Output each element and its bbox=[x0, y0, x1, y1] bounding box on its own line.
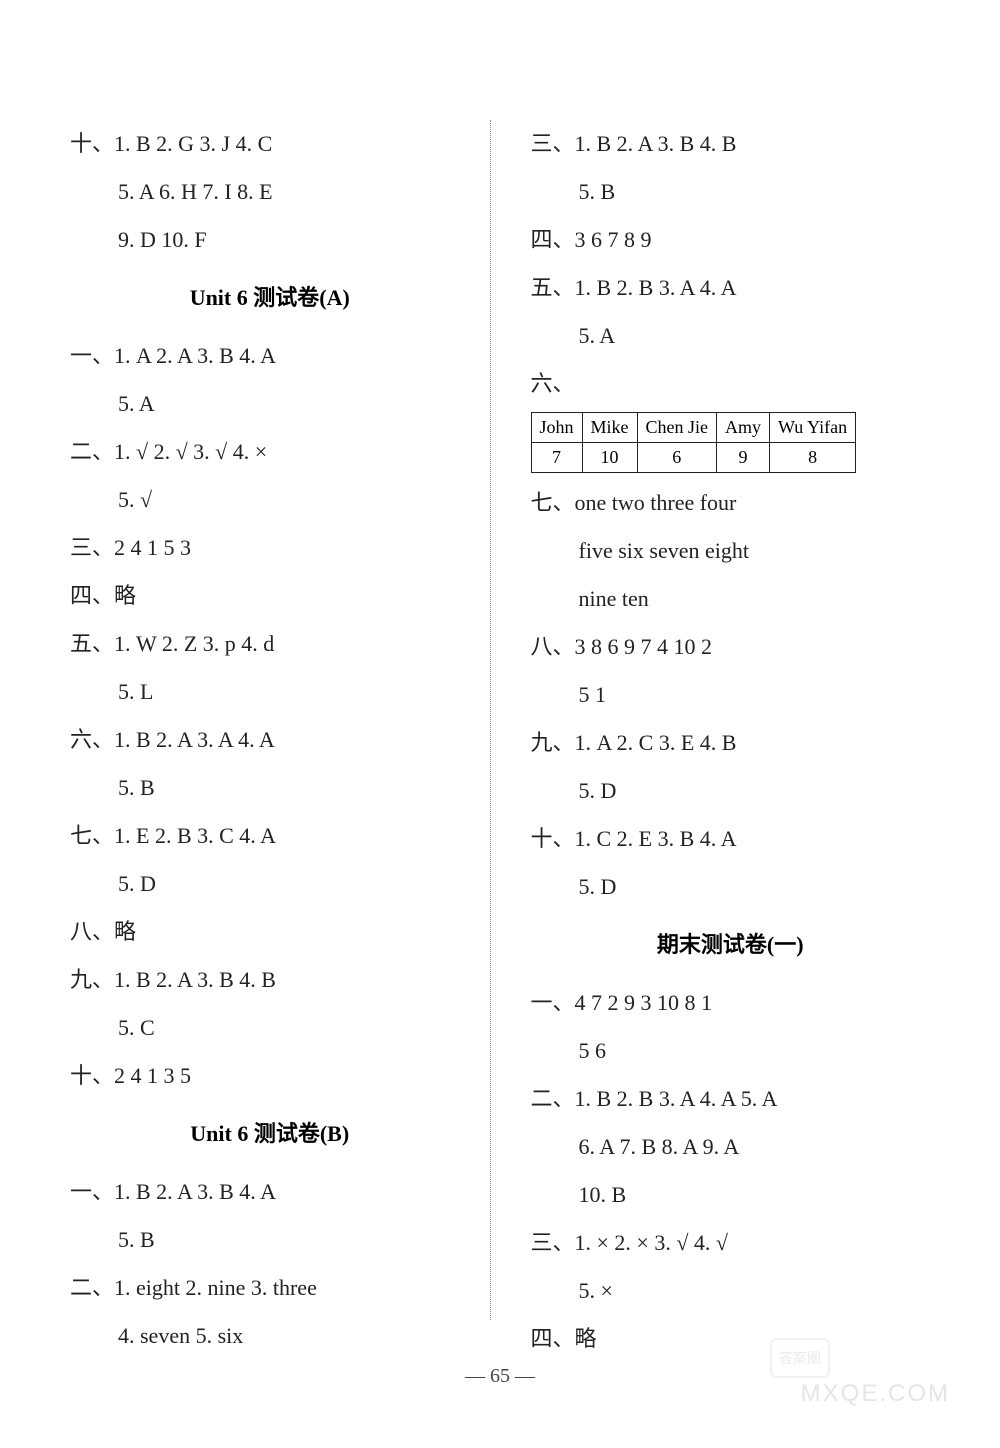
answer-line: 九、1. A 2. C 3. E 4. B bbox=[531, 719, 931, 767]
answer-line: 五、1. W 2. Z 3. p 4. d bbox=[70, 620, 470, 668]
right-block-2: 七、one two three fourfive six seven eight… bbox=[531, 479, 931, 911]
answer-line: 5. A bbox=[531, 312, 931, 360]
table-value-row: 7 10 6 9 8 bbox=[531, 443, 856, 473]
answer-line: 5. D bbox=[531, 863, 931, 911]
answer-line: 5. A 6. H 7. I 8. E bbox=[70, 168, 470, 216]
answer-line: 四、3 6 7 8 9 bbox=[531, 216, 931, 264]
answer-line: 八、略 bbox=[70, 908, 470, 956]
top-block-left: 十、1. B 2. G 3. J 4. C5. A 6. H 7. I 8. E… bbox=[70, 120, 470, 264]
answer-line: 四、略 bbox=[531, 1315, 931, 1363]
unit6-b-title: Unit 6 测试卷(B) bbox=[70, 1110, 470, 1158]
table-header-cell: Mike bbox=[582, 413, 637, 443]
answer-line: 5. B bbox=[70, 1216, 470, 1264]
answer-line: 一、1. A 2. A 3. B 4. A bbox=[70, 332, 470, 380]
right-block-1: 三、1. B 2. A 3. B 4. B5. B四、3 6 7 8 9五、1.… bbox=[531, 120, 931, 408]
answer-line: 9. D 10. F bbox=[70, 216, 470, 264]
answer-line: 5 6 bbox=[531, 1027, 931, 1075]
answer-line: 三、2 4 1 5 3 bbox=[70, 524, 470, 572]
table-header-cell: Chen Jie bbox=[637, 413, 717, 443]
watermark-badge: 答案圈 bbox=[770, 1338, 830, 1378]
answer-line: 5. × bbox=[531, 1267, 931, 1315]
table-value-cell: 10 bbox=[582, 443, 637, 473]
answer-line: 十、2 4 1 3 5 bbox=[70, 1052, 470, 1100]
left-column: 十、1. B 2. G 3. J 4. C5. A 6. H 7. I 8. E… bbox=[70, 120, 491, 1320]
answer-line: 5. C bbox=[70, 1004, 470, 1052]
answer-line: 九、1. B 2. A 3. B 4. B bbox=[70, 956, 470, 1004]
answer-line: 5 1 bbox=[531, 671, 931, 719]
table-value-cell: 7 bbox=[531, 443, 582, 473]
watermark-text: MXQE.COM bbox=[801, 1380, 950, 1408]
unit6-b-body: 一、1. B 2. A 3. B 4. A5. B二、1. eight 2. n… bbox=[70, 1168, 470, 1360]
answer-line: 二、1. √ 2. √ 3. √ 4. × bbox=[70, 428, 470, 476]
answer-line: 四、略 bbox=[70, 572, 470, 620]
two-column-layout: 十、1. B 2. G 3. J 4. C5. A 6. H 7. I 8. E… bbox=[70, 120, 930, 1320]
table-value-cell: 6 bbox=[637, 443, 717, 473]
answer-line: 一、1. B 2. A 3. B 4. A bbox=[70, 1168, 470, 1216]
answer-line: 十、1. B 2. G 3. J 4. C bbox=[70, 120, 470, 168]
table-header-cell: Amy bbox=[717, 413, 770, 443]
answer-line: 六、1. B 2. A 3. A 4. A bbox=[70, 716, 470, 764]
answer-line: 5. √ bbox=[70, 476, 470, 524]
answer-line: 5. B bbox=[531, 168, 931, 216]
table-value-cell: 8 bbox=[770, 443, 856, 473]
answer-line: 一、4 7 2 9 3 10 8 1 bbox=[531, 979, 931, 1027]
answer-line: 七、1. E 2. B 3. C 4. A bbox=[70, 812, 470, 860]
answer-line: 五、1. B 2. B 3. A 4. A bbox=[531, 264, 931, 312]
answer-line: 5. B bbox=[70, 764, 470, 812]
table-header-row: John Mike Chen Jie Amy Wu Yifan bbox=[531, 413, 856, 443]
table-value-cell: 9 bbox=[717, 443, 770, 473]
final-exam-title: 期末测试卷(一) bbox=[531, 921, 931, 969]
answer-line: 二、1. eight 2. nine 3. three bbox=[70, 1264, 470, 1312]
answer-line: 十、1. C 2. E 3. B 4. A bbox=[531, 815, 931, 863]
unit6-a-title: Unit 6 测试卷(A) bbox=[70, 274, 470, 322]
student-score-table: John Mike Chen Jie Amy Wu Yifan 7 10 6 9… bbox=[531, 412, 857, 473]
answer-line: 10. B bbox=[531, 1171, 931, 1219]
answer-line: 三、1. B 2. A 3. B 4. B bbox=[531, 120, 931, 168]
table-header-cell: Wu Yifan bbox=[770, 413, 856, 443]
right-column: 三、1. B 2. A 3. B 4. B5. B四、3 6 7 8 9五、1.… bbox=[521, 120, 931, 1320]
answer-line: 6. A 7. B 8. A 9. A bbox=[531, 1123, 931, 1171]
answer-line: 六、 bbox=[531, 360, 931, 408]
answer-line: 七、one two three four bbox=[531, 479, 931, 527]
answer-line: five six seven eight bbox=[531, 527, 931, 575]
answer-line: 5. D bbox=[531, 767, 931, 815]
answer-line: 二、1. B 2. B 3. A 4. A 5. A bbox=[531, 1075, 931, 1123]
answer-line: 八、3 8 6 9 7 4 10 2 bbox=[531, 623, 931, 671]
answer-line: 5. L bbox=[70, 668, 470, 716]
answer-line: 5. D bbox=[70, 860, 470, 908]
answer-line: 4. seven 5. six bbox=[70, 1312, 470, 1360]
answer-line: 三、1. × 2. × 3. √ 4. √ bbox=[531, 1219, 931, 1267]
table-header-cell: John bbox=[531, 413, 582, 443]
answer-line: nine ten bbox=[531, 575, 931, 623]
answer-line: 5. A bbox=[70, 380, 470, 428]
final-exam-body: 一、4 7 2 9 3 10 8 15 6二、1. B 2. B 3. A 4.… bbox=[531, 979, 931, 1363]
unit6-a-body: 一、1. A 2. A 3. B 4. A5. A二、1. √ 2. √ 3. … bbox=[70, 332, 470, 1100]
